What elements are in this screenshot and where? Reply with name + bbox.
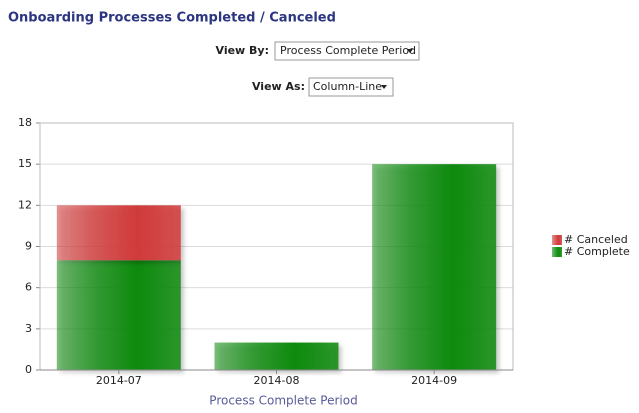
x-tick-label: 2014-09 (411, 374, 457, 387)
y-tick-label: 15 (18, 157, 32, 170)
x-axis-label: Process Complete Period (209, 394, 357, 408)
select-value[interactable]: Column-Line (313, 80, 382, 93)
y-tick-label: 9 (25, 240, 32, 253)
bar-segment (214, 342, 339, 370)
bar-segment (56, 260, 181, 370)
view-by-select[interactable]: Process Complete Period (274, 41, 420, 61)
y-tick-label: 0 (25, 363, 32, 376)
bar-segment (56, 205, 181, 261)
bar-segment (372, 164, 497, 370)
y-tick-label: 12 (18, 198, 32, 211)
legend-swatch (552, 235, 562, 245)
select-arrow[interactable] (381, 85, 387, 89)
select-box[interactable] (308, 77, 394, 97)
x-tick-label: 2014-07 (96, 374, 142, 387)
legend-label: # Canceled (564, 233, 628, 246)
plot: 0 3 6 9 12 15 18 2014-07 2014-08 2014-09 Process C… (18, 116, 630, 408)
y-tick-label: 3 (25, 322, 32, 335)
view-by-label: View By: (216, 44, 270, 57)
select-arrow[interactable] (407, 49, 413, 53)
select-value[interactable]: Process Complete Period (280, 44, 416, 57)
x-tick-label: 2014-08 (254, 374, 300, 387)
select-box[interactable] (274, 41, 420, 61)
y-tick-label: 18 (18, 116, 32, 129)
y-tick-label: 6 (25, 281, 32, 294)
view-as-label: View As: (252, 80, 305, 93)
view-as-select[interactable]: Column-Line (308, 77, 394, 97)
legend-swatch (552, 247, 562, 257)
page-title: Onboarding Processes Completed / Cancele… (8, 11, 336, 26)
legend-label: # Complete (564, 245, 630, 258)
